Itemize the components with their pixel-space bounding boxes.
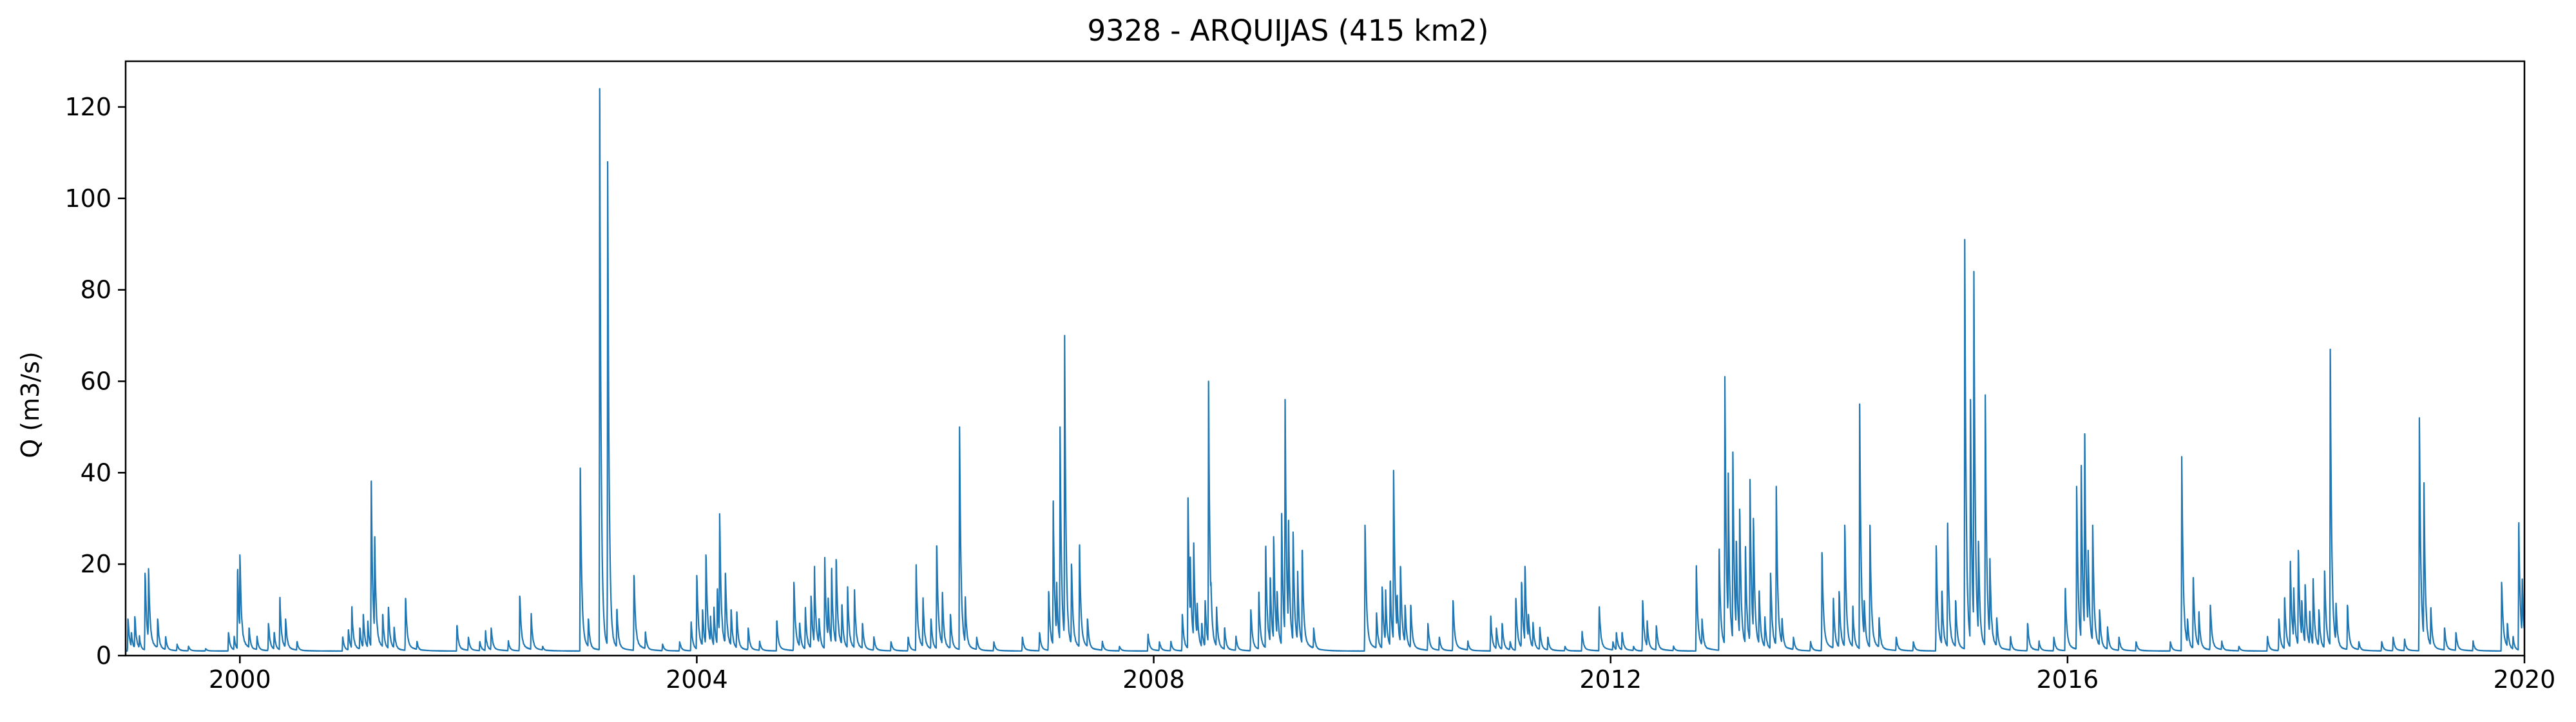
y-tick-label: 120 <box>64 93 111 121</box>
y-tick-label: 100 <box>64 184 111 213</box>
x-tick-label: 2000 <box>209 665 271 694</box>
x-tick-label: 2004 <box>666 665 728 694</box>
x-tick-label: 2008 <box>1122 665 1185 694</box>
y-tick-label: 60 <box>81 367 111 395</box>
plot-area: 2000 2004 2008 2012 2016 2020 0 20 40 60 80 100 120 <box>64 60 2556 694</box>
y-tick-label: 20 <box>81 550 111 578</box>
y-tick-label: 0 <box>96 641 111 670</box>
y-tick-label: 40 <box>81 458 111 487</box>
x-tick-label: 2016 <box>2036 665 2099 694</box>
y-axis-label: Q (m3/s) <box>16 351 44 458</box>
chart-title: 9328 - ARQUIJAS (415 km2) <box>1087 14 1488 48</box>
y-tick-label: 80 <box>81 276 111 304</box>
discharge-series-line <box>125 88 2526 652</box>
x-tick-label: 2012 <box>1579 665 1642 694</box>
axes-frame <box>124 60 2526 657</box>
x-tick-label: 2020 <box>2494 665 2556 694</box>
